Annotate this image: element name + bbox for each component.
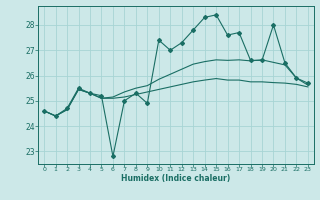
X-axis label: Humidex (Indice chaleur): Humidex (Indice chaleur) xyxy=(121,174,231,183)
